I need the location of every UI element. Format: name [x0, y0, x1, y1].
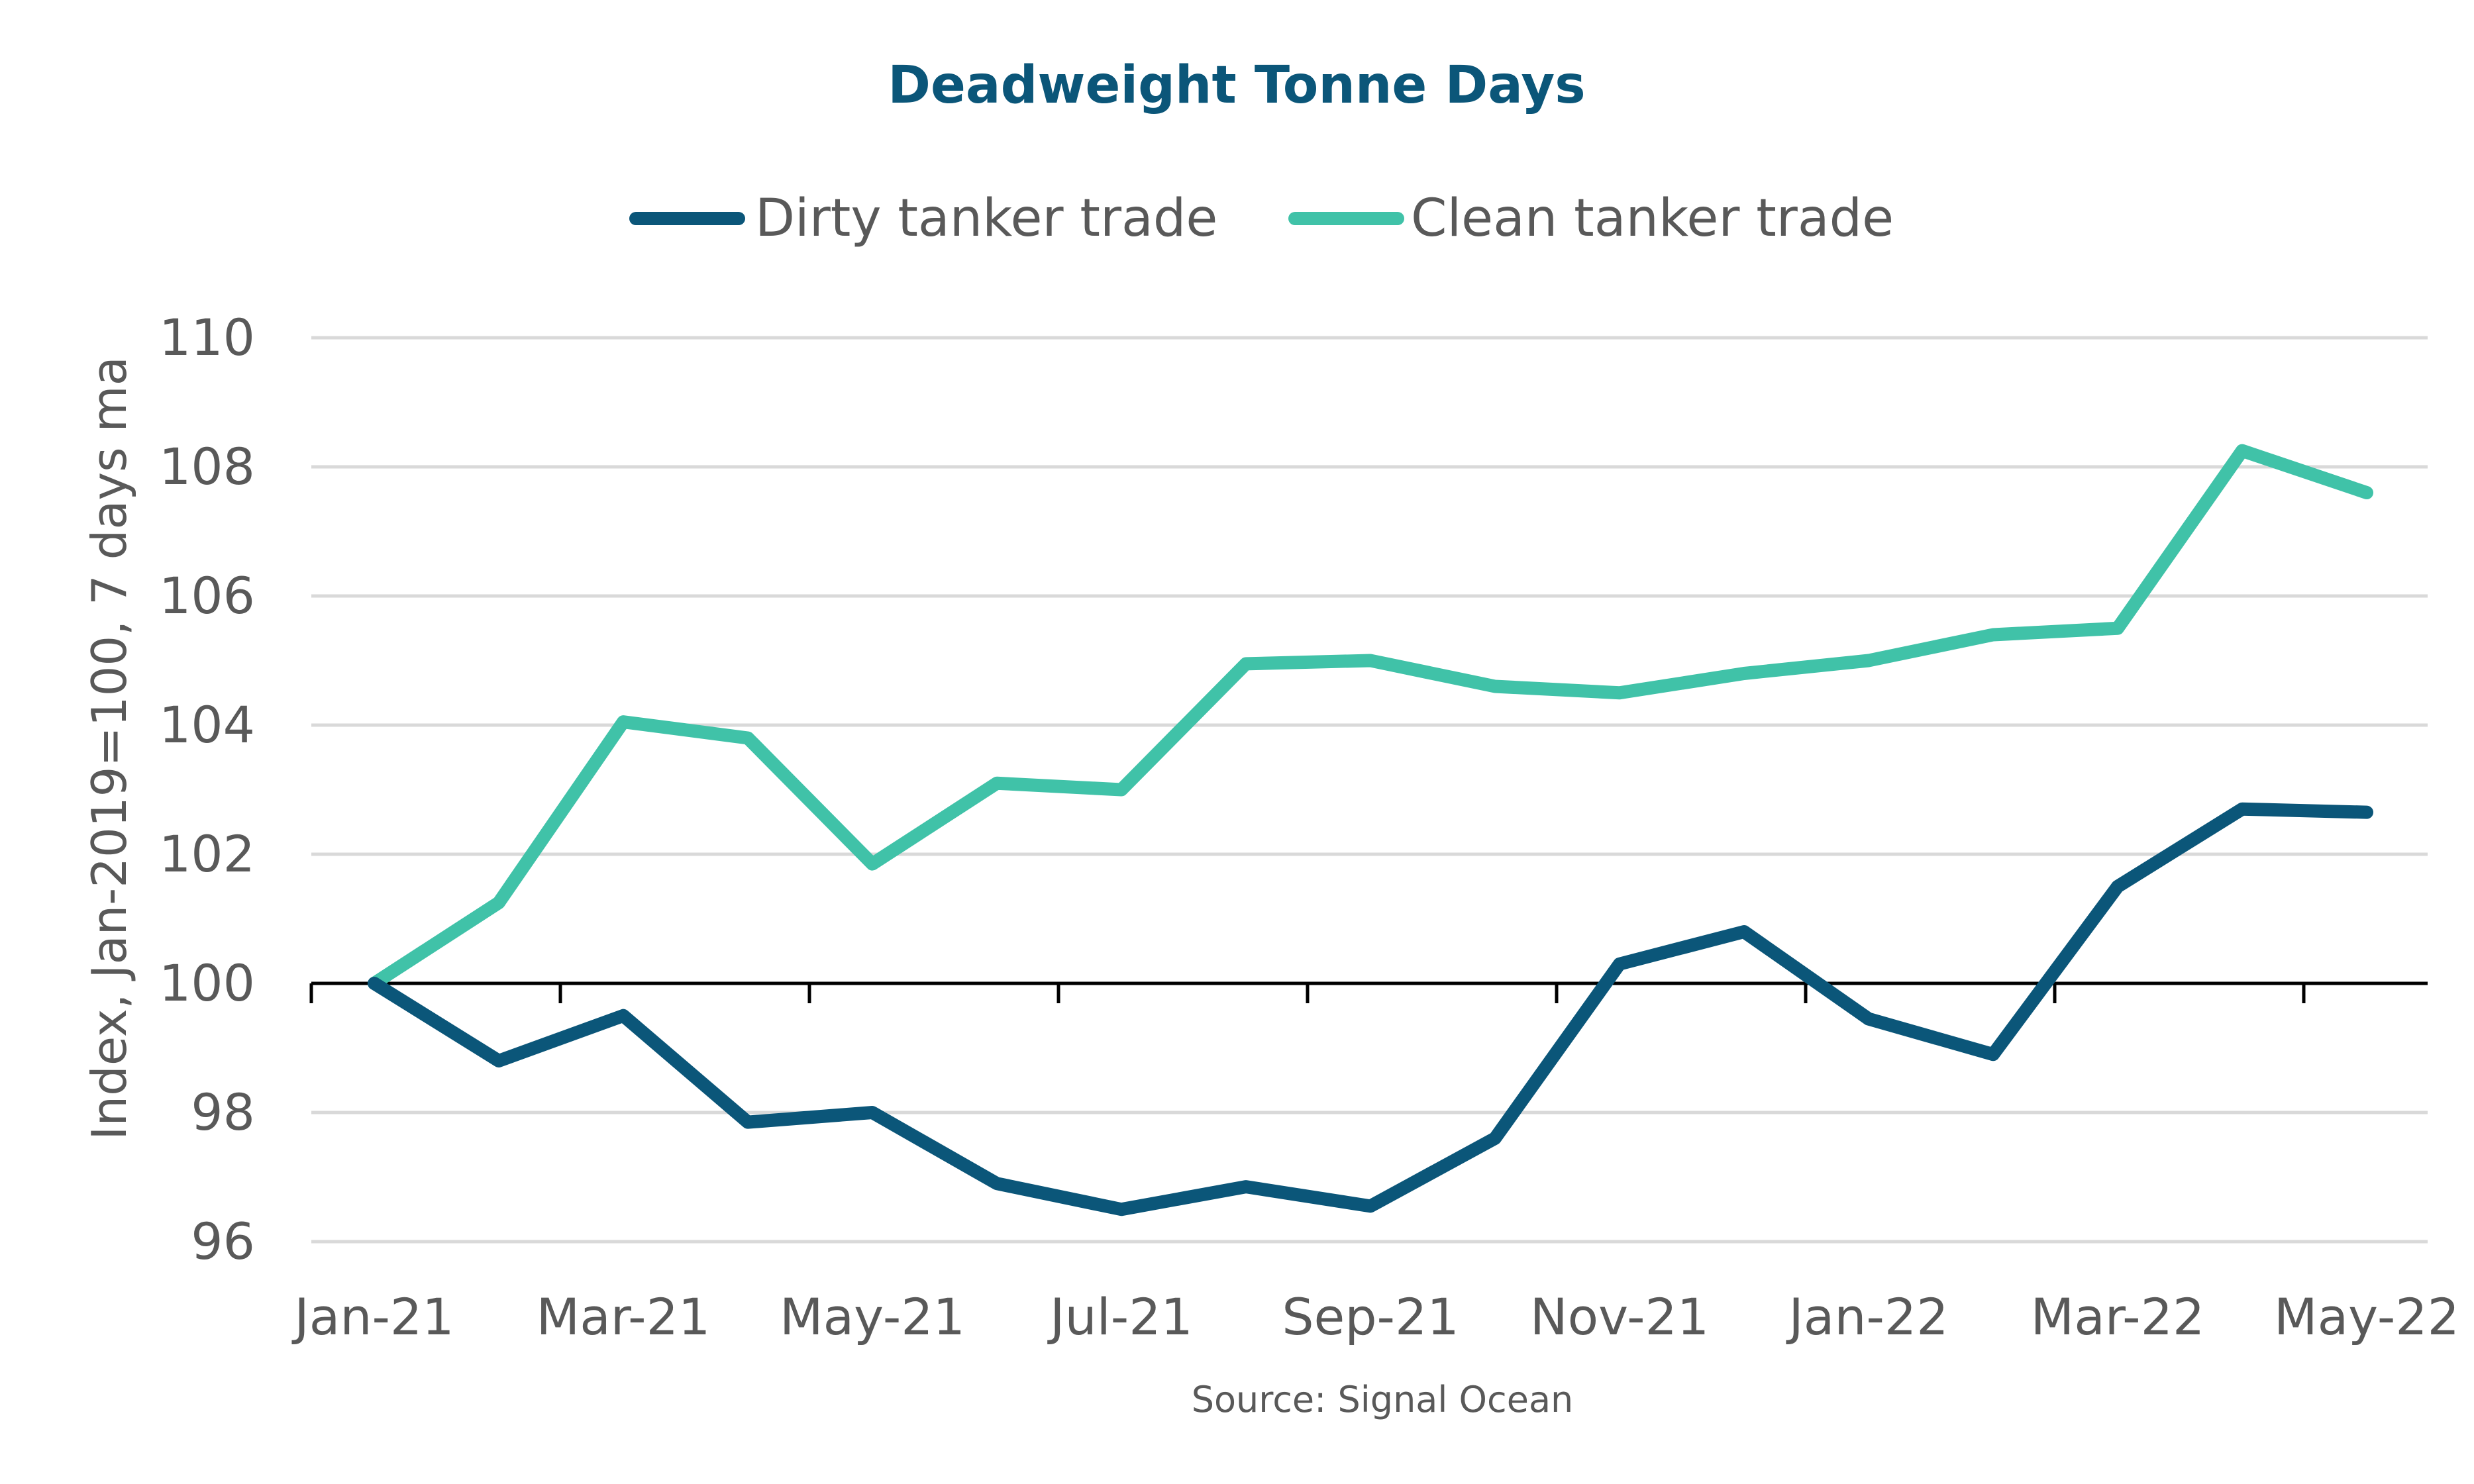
source-note: Source: Signal Ocean: [1192, 1379, 1574, 1420]
x-tick-label: Jan-22: [1786, 1287, 1948, 1346]
legend-label-dirty-tanker: Dirty tanker trade: [755, 189, 1217, 248]
y-axis-tick-labels: 96 98 100 102 104 106 108 110: [159, 308, 255, 1271]
series-lines: [368, 444, 2373, 1216]
x-tick-label: Nov-21: [1530, 1287, 1709, 1346]
x-tick-label: Sep-21: [1282, 1287, 1459, 1346]
y-axis-label: Index, Jan-2019=100, 7 days ma: [81, 356, 137, 1140]
x-tick-label: Mar-22: [2031, 1287, 2205, 1346]
legend: Dirty tanker trade Clean tanker trade: [629, 189, 1894, 248]
x-axis-tick-labels: Jan-21 Mar-21 May-21 Jul-21 Sep-21 Nov-21 Jan-…: [291, 1287, 2459, 1346]
x-tick-label: Jan-21: [291, 1287, 454, 1346]
y-tick-label: 100: [159, 954, 255, 1013]
y-tick-label: 106: [159, 566, 255, 625]
y-tick-label: 96: [191, 1212, 255, 1271]
gridlines: [311, 336, 2428, 1244]
series-line-clean-tanker: [368, 444, 2373, 990]
y-tick-label: 108: [159, 437, 255, 496]
y-tick-label: 110: [159, 308, 255, 367]
chart-title: Deadweight Tonne Days: [888, 56, 1585, 115]
series-line-dirty-tanker: [368, 802, 2373, 1216]
baseline-axis: [309, 981, 2428, 1003]
y-tick-label: 102: [159, 824, 255, 883]
x-tick-label: May-21: [780, 1287, 965, 1346]
x-tick-label: Mar-21: [537, 1287, 711, 1346]
x-tick-label: May-22: [2274, 1287, 2459, 1346]
y-tick-label: 104: [159, 695, 255, 754]
legend-label-clean-tanker: Clean tanker trade: [1411, 189, 1894, 248]
y-tick-label: 98: [191, 1083, 255, 1142]
x-tick-label: Jul-21: [1047, 1287, 1193, 1346]
